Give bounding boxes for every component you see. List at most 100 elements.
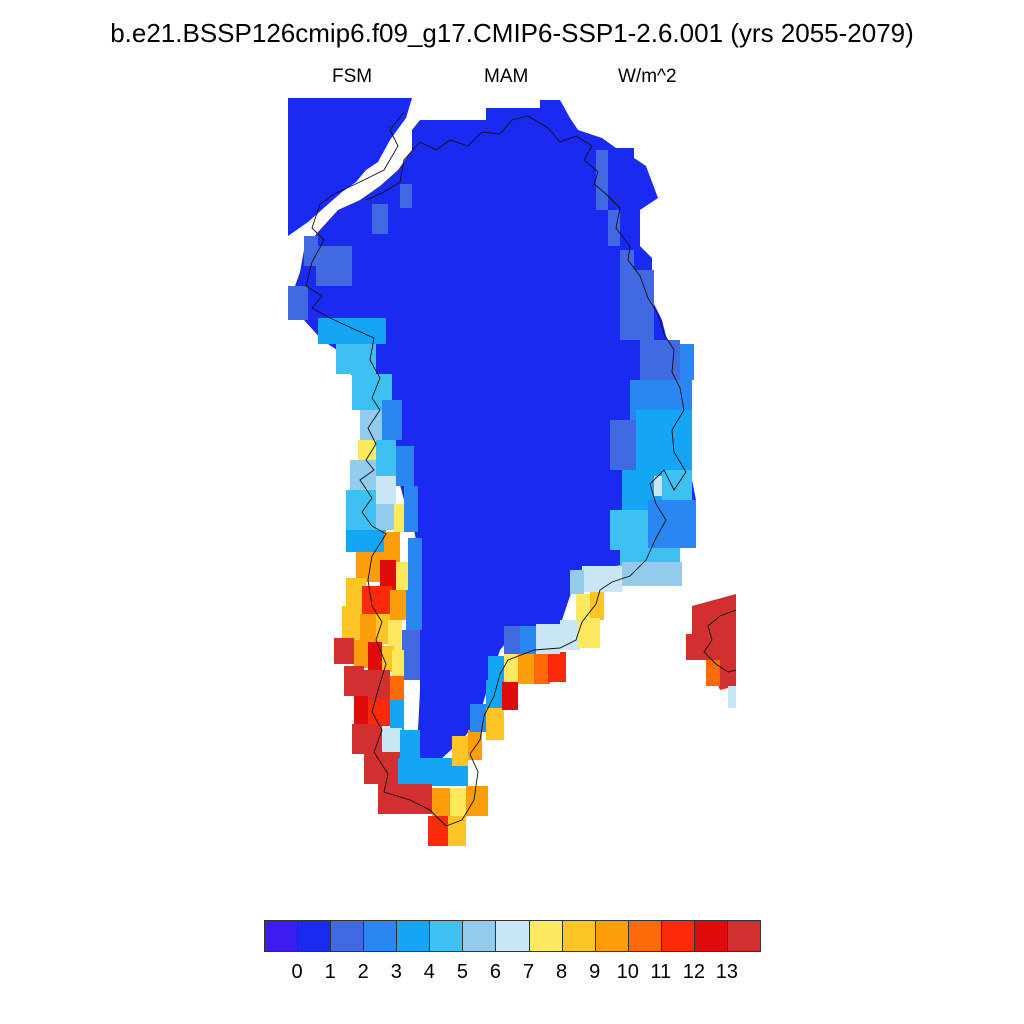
cell [342, 606, 362, 640]
colorbar-box [297, 920, 332, 952]
cell [376, 504, 396, 530]
cell [520, 626, 536, 654]
cell [362, 586, 392, 616]
colorbar-tick-label: 8 [556, 961, 568, 983]
cell [376, 614, 390, 644]
cell [380, 560, 396, 592]
coastline [305, 111, 687, 827]
colorbar-tick-label: 13 [715, 961, 739, 983]
cell [384, 532, 400, 562]
cell [392, 650, 404, 680]
colorbar-tick-label: 5 [456, 961, 468, 983]
cell [404, 486, 418, 532]
cell [620, 250, 634, 340]
cell [466, 786, 488, 816]
colorbar [264, 920, 761, 952]
cell [388, 620, 402, 650]
cell [288, 286, 308, 320]
colorbar-box [693, 920, 728, 952]
colorbar-box [660, 920, 695, 952]
cell [364, 670, 390, 700]
colorbar-box [594, 920, 629, 952]
cell [488, 656, 506, 682]
cell [470, 704, 486, 732]
colorbar-tick-label: 3 [390, 961, 402, 983]
colorbar-tick-label: 11 [650, 961, 672, 983]
cell [304, 236, 318, 266]
cell [634, 270, 654, 340]
cell [360, 614, 376, 644]
cell [428, 816, 448, 846]
colorbar-box [561, 920, 596, 952]
colorbar-tick-label: 0 [291, 961, 303, 983]
ice-sheet-main [290, 100, 696, 770]
colorbar-tick-label: 7 [522, 961, 535, 983]
cell [720, 660, 736, 688]
iceland-coastline [703, 609, 737, 673]
cell [486, 706, 504, 740]
cell [400, 184, 412, 208]
season-label: MAM [484, 66, 529, 87]
cell [582, 566, 622, 592]
cell [610, 420, 640, 470]
cell [390, 590, 406, 620]
cell [378, 784, 432, 814]
colorbar-box [330, 920, 365, 952]
cell [452, 736, 468, 766]
cell [360, 410, 384, 444]
cell [448, 816, 466, 846]
colorbar-tick-label: 6 [489, 961, 502, 983]
cell [346, 530, 386, 552]
cell [648, 500, 696, 548]
cell [394, 504, 406, 532]
colorbar-tick-label: 12 [682, 961, 705, 983]
cell [610, 510, 650, 550]
cell [350, 460, 380, 490]
ice-sheet-interior [288, 98, 412, 236]
colorbar-tick-label: 10 [616, 961, 639, 983]
colorbar-tick-label: 1 [324, 961, 336, 983]
cell [570, 570, 584, 594]
cell [390, 676, 404, 702]
cell [432, 788, 452, 816]
cell [316, 246, 352, 286]
cell [590, 592, 604, 620]
colorbar-tick-label: 2 [357, 961, 369, 983]
cell [450, 788, 468, 818]
cell [334, 638, 354, 664]
cell [578, 618, 600, 648]
colorbar-box [726, 920, 761, 952]
cell [680, 344, 694, 380]
cell [344, 666, 364, 696]
colorbar-box [264, 920, 299, 952]
variable-label: FSM [332, 66, 373, 87]
cell [376, 476, 396, 506]
cell [368, 700, 390, 726]
cell [318, 318, 386, 344]
cell [396, 562, 408, 592]
colorbar-tick-label: 4 [423, 961, 435, 983]
colorbar-box [462, 920, 497, 952]
cell [608, 210, 620, 246]
cell [354, 696, 368, 726]
cell [576, 594, 590, 620]
cell [548, 652, 566, 682]
colorbar-box [495, 920, 530, 952]
cell [346, 578, 366, 608]
cell [596, 150, 608, 210]
cell [560, 620, 580, 650]
cell [382, 728, 402, 758]
cell [502, 680, 518, 710]
cell [406, 590, 422, 630]
colorbar-box [429, 920, 464, 952]
cell [372, 204, 388, 234]
cell [346, 490, 376, 530]
colorbar-box [627, 920, 662, 952]
cell [706, 660, 722, 686]
colorbar-tick-label: 9 [589, 961, 601, 983]
cell [728, 686, 736, 708]
cell [390, 700, 404, 730]
cell [382, 646, 394, 672]
cell [504, 654, 520, 682]
